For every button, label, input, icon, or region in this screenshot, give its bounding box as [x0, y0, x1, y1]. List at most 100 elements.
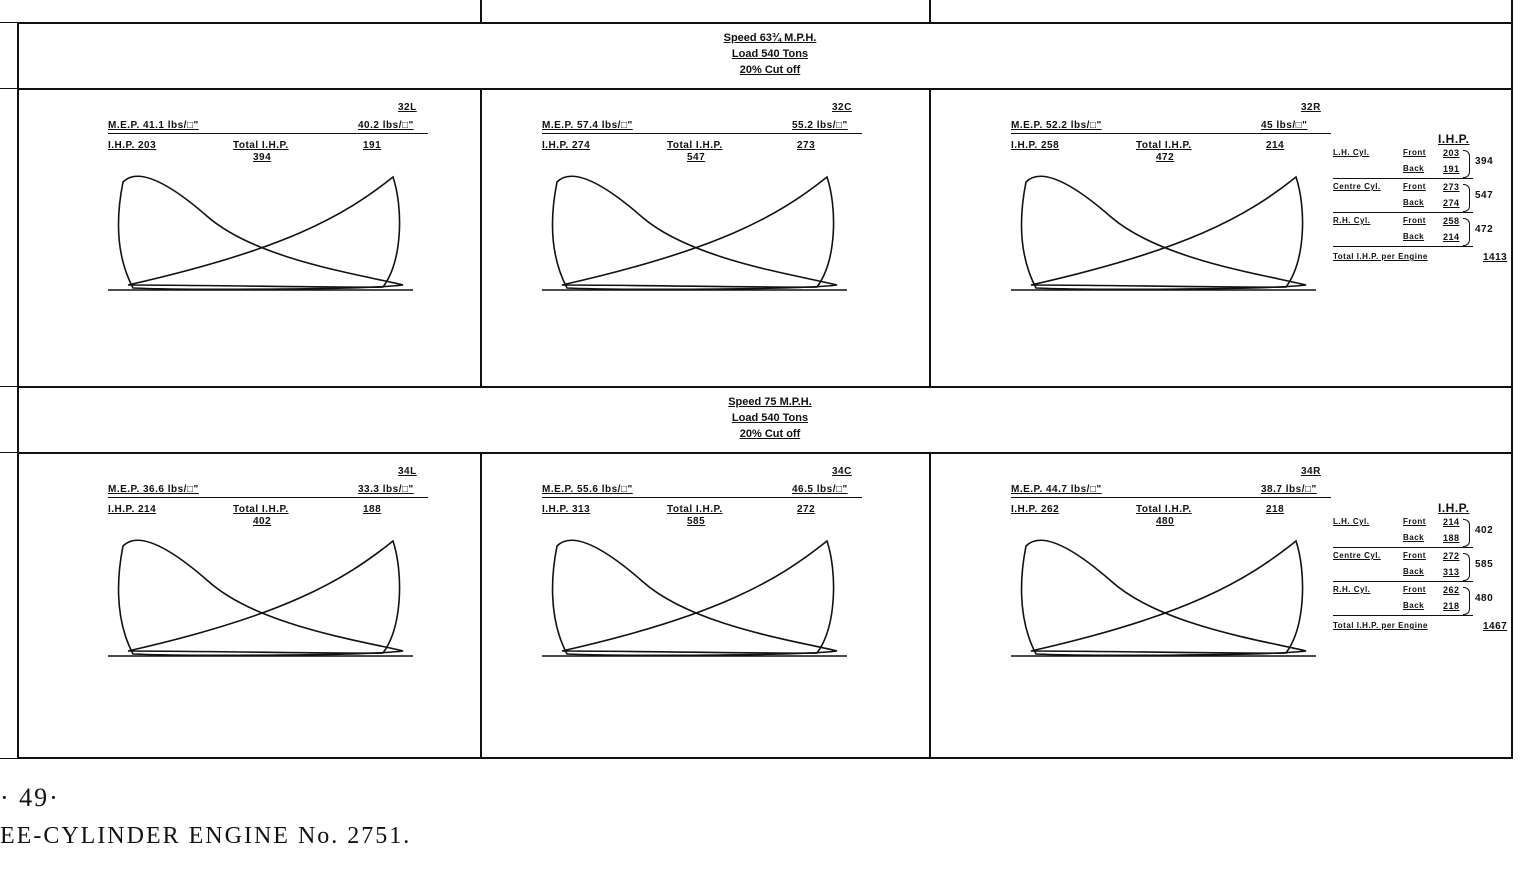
front-indicator-card: [117, 175, 404, 291]
back-label: Back: [1403, 533, 1425, 542]
diagram-label: 32L: [398, 102, 417, 113]
front-indicator-card: [117, 539, 404, 657]
mep-front: M.E.P. 57.4 lbs/□": [542, 120, 633, 131]
back-indicator-card: [127, 175, 401, 289]
figure-title: EE-CYLINDER ENGINE No. 2751.: [0, 823, 412, 849]
front-ihp: 272: [1443, 551, 1460, 561]
total-ihp-label: Total I.H.P.: [667, 504, 723, 515]
total-ihp-label: Total I.H.P.: [1136, 140, 1192, 151]
cylinder-total: 394: [1475, 156, 1494, 167]
ihp-front: I.H.P. 262: [1011, 504, 1060, 515]
mep-rule: [542, 133, 862, 134]
mep-front: M.E.P. 41.1 lbs/□": [108, 120, 199, 131]
front-indicator-card: [1020, 539, 1307, 657]
ihp-back: 191: [363, 140, 382, 151]
back-label: Back: [1403, 232, 1425, 241]
mep-back: 55.2 lbs/□": [792, 120, 848, 131]
front-ihp: 203: [1443, 148, 1460, 158]
summary-rule: [1333, 615, 1473, 616]
test-conditions: Speed 63¾ M.P.H. Load 540 Tons 20% Cut off: [560, 30, 980, 78]
mep-rule: [1011, 497, 1331, 498]
summary-rule: [1333, 547, 1473, 548]
ihp-back: 218: [1266, 504, 1285, 515]
ihp-front: I.H.P. 214: [108, 504, 157, 515]
front-ihp: 273: [1443, 182, 1460, 192]
total-ihp-label: Total I.H.P.: [233, 504, 289, 515]
summary-rule: [1333, 581, 1473, 582]
margin-rule: [0, 452, 17, 453]
diagram-label: 32R: [1301, 102, 1321, 113]
mep-front: M.E.P. 36.6 lbs/□": [108, 484, 199, 495]
mep-rule: [1011, 133, 1331, 134]
speed-label: Speed 63¾ M.P.H.: [723, 32, 817, 44]
mep-front: M.E.P. 55.6 lbs/□": [542, 484, 633, 495]
front-label: Front: [1403, 517, 1426, 526]
cylinder-label: Centre Cyl.: [1333, 182, 1381, 191]
load-label: Load 540 Tons: [731, 48, 809, 60]
front-label: Front: [1403, 585, 1426, 594]
table-rule: [17, 452, 1513, 454]
figure-number: · 49·: [0, 783, 60, 812]
total-ihp: 585: [687, 516, 706, 527]
diagram-label: 34R: [1301, 466, 1321, 477]
front-label: Front: [1403, 216, 1426, 225]
cutoff-label: 20% Cut off: [739, 64, 801, 76]
back-ihp: 191: [1443, 164, 1460, 174]
ihp-back: 188: [363, 504, 382, 515]
cylinder-label: L.H. Cyl.: [1333, 517, 1370, 526]
cylinder-total: 402: [1475, 525, 1494, 536]
margin-rule: [0, 88, 17, 89]
column-rule: [480, 452, 482, 759]
ihp-back: 272: [797, 504, 816, 515]
summary-rule: [1333, 246, 1473, 247]
front-ihp: 262: [1443, 585, 1460, 595]
back-label: Back: [1403, 567, 1425, 576]
summary-title: I.H.P.: [1438, 132, 1470, 146]
back-ihp: 218: [1443, 601, 1460, 611]
margin-rule: [0, 22, 17, 23]
cylinder-label: R.H. Cyl.: [1333, 585, 1371, 594]
front-label: Front: [1403, 551, 1426, 560]
cutoff-label: 20% Cut off: [739, 428, 801, 440]
summary-title: I.H.P.: [1438, 501, 1470, 515]
cylinder-label: L.H. Cyl.: [1333, 148, 1370, 157]
back-label: Back: [1403, 198, 1425, 207]
diagram-label: 34C: [832, 466, 852, 477]
table-rule: [17, 757, 1513, 759]
ihp-front: I.H.P. 274: [542, 140, 591, 151]
mep-rule: [108, 133, 428, 134]
back-indicator-card: [127, 539, 401, 655]
ihp-front: I.H.P. 258: [1011, 140, 1060, 151]
table-rule: [17, 22, 1513, 24]
summary-rule: [1333, 178, 1473, 179]
table-border: [1511, 0, 1513, 759]
back-indicator-card: [1030, 539, 1304, 655]
speed-label: Speed 75 M.P.H.: [728, 396, 812, 408]
ihp-back: 273: [797, 140, 816, 151]
front-ihp: 214: [1443, 517, 1460, 527]
engine-total-label: Total I.H.P. per Engine: [1333, 621, 1428, 630]
back-indicator-card: [561, 175, 835, 289]
back-indicator-card: [1030, 175, 1304, 289]
load-label: Load 540 Tons: [731, 412, 809, 424]
total-ihp-label: Total I.H.P.: [667, 140, 723, 151]
column-rule: [480, 88, 482, 388]
mep-front: M.E.P. 52.2 lbs/□": [1011, 120, 1102, 131]
mep-back: 46.5 lbs/□": [792, 484, 848, 495]
total-ihp-label: Total I.H.P.: [233, 140, 289, 151]
mep-back: 45 lbs/□": [1261, 120, 1308, 131]
engine-total: 1467: [1483, 621, 1508, 632]
diagram-label: 32C: [832, 102, 852, 113]
mep-front: M.E.P. 44.7 lbs/□": [1011, 484, 1102, 495]
ihp-front: I.H.P. 313: [542, 504, 591, 515]
back-ihp: 313: [1443, 567, 1460, 577]
total-ihp: 394: [253, 152, 272, 163]
diagram-label: 34L: [398, 466, 417, 477]
front-indicator-card: [1020, 175, 1307, 291]
front-label: Front: [1403, 148, 1426, 157]
ihp-back: 214: [1266, 140, 1285, 151]
test-conditions: Speed 75 M.P.H. Load 540 Tons 20% Cut off: [560, 394, 980, 442]
mep-back: 33.3 lbs/□": [358, 484, 414, 495]
table-border: [17, 22, 19, 759]
